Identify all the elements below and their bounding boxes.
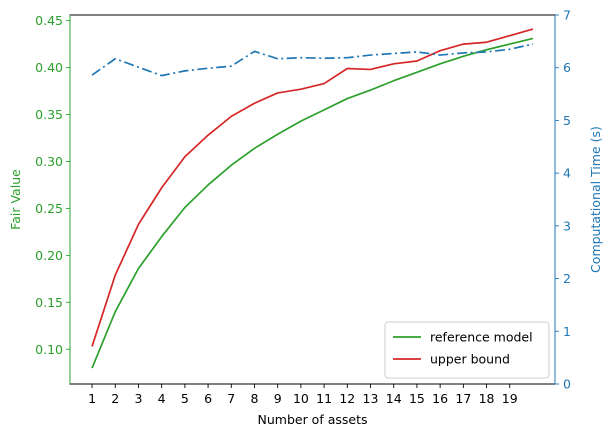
y-left-tick-label: 0.20 [35,248,63,263]
x-tick-label: 2 [111,391,119,406]
x-tick-label: 7 [227,391,235,406]
y-right-tick-label: 0 [563,377,571,392]
x-tick-label: 1 [88,391,96,406]
y-right-tick-label: 3 [563,218,571,233]
x-tick-label: 16 [432,391,448,406]
legend-box [384,321,550,379]
y-right-tick-label: 7 [563,8,571,23]
y-left-tick-label: 0.30 [35,154,63,169]
x-tick-label: 19 [502,391,518,406]
x-tick-label: 12 [339,391,355,406]
x-tick-label: 11 [316,391,332,406]
x-tick-label: 9 [274,391,282,406]
legend: reference model upper bound [384,321,550,379]
x-axis-title: Number of assets [258,412,368,427]
y-left-tick-label: 0.40 [35,60,63,75]
x-tick-label: 17 [455,391,471,406]
y-left-axis-title: Fair Value [8,169,23,230]
series-line-reference-model [91,37,534,369]
y-left-tick-label: 0.10 [35,342,63,357]
y-left-tick-label: 0.25 [35,201,63,216]
x-tick-label: 3 [134,391,142,406]
x-tick-label: 14 [386,391,402,406]
x-tick-label: 13 [363,391,379,406]
y-left-tick-label: 0.45 [35,13,63,28]
y-right-tick-label: 5 [563,113,571,128]
x-tick-label: 5 [181,391,189,406]
y-left-tick-label: 0.35 [35,107,63,122]
x-tick-label: 10 [293,391,309,406]
x-tick-label: 4 [158,391,166,406]
x-tick-label: 18 [479,391,495,406]
y-left-tick-label: 0.15 [35,295,63,310]
series-line-computational-time [91,43,534,77]
plot-area: 1 2 3 4 5 6 7 8 9 10 11 12 13 14 15 16 17 18 190.100.150.2… [8,8,603,428]
x-tick-label: 15 [409,391,425,406]
series-line-upper-bound [91,28,534,347]
y-right-tick-label: 4 [563,166,571,181]
legend-label: reference model [430,330,533,345]
y-right-tick-label: 1 [563,324,571,339]
y-right-tick-label: 2 [563,271,571,286]
x-tick-label: 8 [251,391,259,406]
y-right-tick-label: 6 [563,60,571,75]
y-right-axis-title: Computational Time (s) [588,126,603,273]
legend-label: upper bound [430,352,510,367]
x-tick-label: 6 [204,391,212,406]
